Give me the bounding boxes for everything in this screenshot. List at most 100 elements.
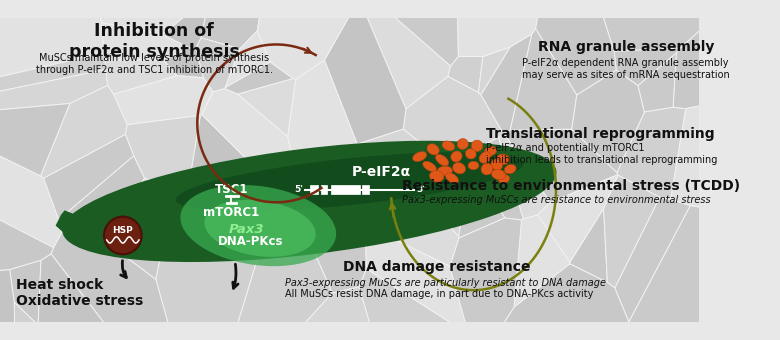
Ellipse shape [435, 154, 448, 166]
Polygon shape [537, 175, 618, 262]
Ellipse shape [466, 149, 476, 159]
Polygon shape [55, 210, 133, 253]
Text: Pax3-expressing MuSCs are resistance to environmental stress: Pax3-expressing MuSCs are resistance to … [402, 195, 711, 205]
Text: mTORC1: mTORC1 [204, 206, 260, 219]
Polygon shape [638, 53, 676, 112]
Polygon shape [481, 34, 532, 134]
Text: DNA damage resistance: DNA damage resistance [342, 260, 530, 274]
Polygon shape [450, 218, 522, 340]
Polygon shape [0, 53, 105, 99]
Polygon shape [498, 133, 550, 219]
Polygon shape [69, 0, 232, 35]
Polygon shape [90, 204, 161, 279]
Polygon shape [288, 60, 357, 189]
Polygon shape [126, 115, 200, 194]
Polygon shape [536, 0, 616, 95]
Text: Inhibition of
protein synthesis: Inhibition of protein synthesis [69, 22, 239, 61]
Polygon shape [0, 198, 54, 278]
Polygon shape [448, 56, 483, 92]
Polygon shape [359, 269, 480, 340]
Polygon shape [127, 178, 193, 255]
FancyBboxPatch shape [310, 185, 318, 194]
Polygon shape [604, 175, 660, 288]
Polygon shape [51, 230, 191, 340]
Ellipse shape [484, 147, 497, 156]
Ellipse shape [468, 161, 479, 170]
Polygon shape [201, 0, 269, 49]
Polygon shape [570, 209, 608, 282]
Polygon shape [480, 264, 651, 340]
Ellipse shape [430, 171, 444, 182]
Ellipse shape [505, 165, 516, 174]
Ellipse shape [180, 185, 336, 266]
Text: MuSCs maintain low levels of protein synthesis
through P-eIF2α and TSC1 inhibiti: MuSCs maintain low levels of protein syn… [36, 53, 273, 75]
Ellipse shape [491, 159, 502, 170]
Polygon shape [420, 148, 471, 237]
Ellipse shape [423, 161, 436, 171]
Ellipse shape [176, 152, 523, 211]
Ellipse shape [496, 154, 509, 165]
Polygon shape [114, 75, 213, 124]
Text: P-eIF2α: P-eIF2α [352, 165, 411, 179]
Ellipse shape [471, 140, 483, 151]
Polygon shape [225, 31, 270, 87]
Polygon shape [9, 260, 41, 325]
Polygon shape [58, 156, 144, 232]
Polygon shape [0, 0, 104, 88]
Polygon shape [156, 200, 271, 340]
Polygon shape [44, 134, 133, 220]
Polygon shape [102, 23, 190, 60]
FancyBboxPatch shape [321, 185, 328, 194]
Ellipse shape [457, 139, 468, 149]
Polygon shape [324, 8, 406, 144]
Polygon shape [403, 76, 503, 152]
Text: Heat shock
Oxidative stress: Heat shock Oxidative stress [16, 277, 144, 308]
Polygon shape [514, 215, 570, 307]
Ellipse shape [479, 152, 491, 163]
Polygon shape [562, 0, 729, 51]
Polygon shape [38, 254, 181, 340]
Ellipse shape [481, 163, 493, 175]
Text: TSC1: TSC1 [215, 183, 248, 196]
Text: Pax3: Pax3 [229, 223, 264, 236]
Text: All MuSCs resist DNA damage, in part due to DNA-PKcs activity: All MuSCs resist DNA damage, in part due… [285, 289, 594, 299]
Text: HSP: HSP [112, 226, 133, 236]
Ellipse shape [442, 141, 455, 151]
Polygon shape [510, 29, 576, 130]
Ellipse shape [498, 174, 509, 183]
Text: Pax3-expressing MuSCs are particularly resistant to DNA damage: Pax3-expressing MuSCs are particularly r… [285, 277, 606, 288]
Polygon shape [290, 193, 367, 293]
Polygon shape [376, 0, 459, 66]
Polygon shape [202, 89, 300, 199]
Ellipse shape [413, 152, 427, 162]
Polygon shape [105, 60, 177, 94]
Text: 5': 5' [294, 185, 303, 194]
Polygon shape [0, 103, 70, 176]
Polygon shape [187, 115, 287, 212]
Ellipse shape [491, 169, 505, 180]
Polygon shape [673, 3, 780, 108]
FancyBboxPatch shape [362, 185, 369, 194]
Polygon shape [164, 48, 204, 78]
Text: DNA-PKcs: DNA-PKcs [218, 235, 284, 248]
Polygon shape [504, 129, 618, 202]
Polygon shape [41, 85, 127, 178]
Ellipse shape [62, 141, 556, 262]
Polygon shape [0, 69, 108, 113]
Polygon shape [0, 270, 16, 340]
Polygon shape [196, 38, 239, 92]
Polygon shape [470, 137, 523, 220]
Polygon shape [478, 47, 510, 95]
Circle shape [104, 217, 142, 254]
FancyBboxPatch shape [331, 185, 360, 194]
Polygon shape [456, 0, 562, 56]
Polygon shape [225, 62, 293, 94]
Polygon shape [267, 287, 380, 340]
Text: RNA granule assembly: RNA granule assembly [538, 40, 714, 54]
Polygon shape [614, 48, 680, 85]
Text: 3': 3' [416, 185, 425, 194]
Text: Resistance to environmental stress (TCDD): Resistance to environmental stress (TCDD… [402, 179, 740, 193]
Polygon shape [257, 0, 354, 80]
Polygon shape [365, 233, 469, 334]
Polygon shape [459, 160, 505, 238]
